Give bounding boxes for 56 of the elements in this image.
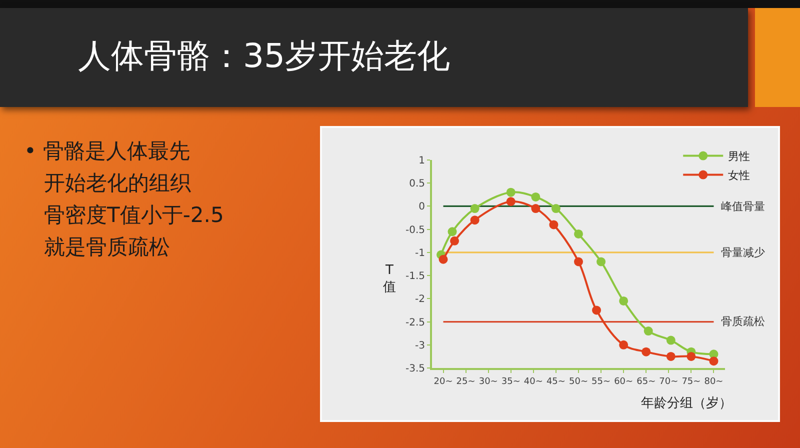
point: [470, 204, 480, 214]
point: [644, 326, 653, 336]
point: [506, 188, 516, 197]
x-tick-label: 55~: [592, 376, 611, 387]
point: [574, 229, 583, 238]
x-tick-label: 45~: [546, 376, 566, 387]
ref-line-label: 峰值骨量: [721, 200, 765, 213]
x-axis-title: 年龄分组（岁）: [641, 396, 732, 411]
y-tick-label: -3: [415, 340, 425, 352]
x-tick-label: 70~: [659, 376, 678, 387]
point: [709, 356, 718, 366]
y-tick-label: 0: [418, 202, 425, 213]
y-tick-label: 0.5: [409, 178, 425, 190]
y-tick-label: -3.5: [405, 364, 425, 374]
point: [450, 236, 460, 246]
ref-line-label: 骨质疏松: [721, 315, 765, 328]
point: [619, 296, 628, 306]
y-tick-label: -0.5: [405, 224, 425, 236]
x-tick-label: 25~: [456, 376, 476, 387]
x-tick-label: 75~: [682, 376, 701, 387]
y-tick-label: -1: [415, 248, 425, 259]
x-tick-label: 50~: [569, 376, 588, 387]
point: [506, 197, 516, 206]
point: [470, 216, 480, 225]
y-axis-title: T值: [383, 263, 396, 295]
point: [551, 204, 560, 214]
point: [448, 227, 457, 236]
point: [619, 340, 628, 350]
y-tick-label: -2: [415, 294, 425, 306]
y-tick-label: -2.5: [405, 317, 425, 328]
point: [438, 254, 448, 264]
legend-label: 女性: [728, 169, 750, 182]
text: • 骨骼是人体最先开始老化的组织: [24, 138, 192, 197]
x-tick-label: 35~: [501, 376, 520, 387]
point: [596, 257, 606, 266]
ref-line-label: 骨量减少: [721, 246, 765, 259]
x-tick-label: 60~: [614, 376, 634, 387]
x-tick-label: 40~: [524, 376, 543, 387]
x-tick-label: 80~: [704, 376, 724, 387]
x-tick-label: 30~: [478, 376, 498, 387]
point: [666, 352, 676, 361]
y-tick-label: 1: [418, 156, 425, 166]
point: [531, 204, 540, 214]
point: [666, 336, 676, 345]
point: [574, 257, 583, 266]
text: 骨密度T值小于-2.5就是骨质疏松: [44, 202, 225, 261]
point: [642, 347, 651, 356]
legend-label: 男性: [728, 150, 750, 164]
point: [549, 220, 558, 230]
chart-title: 人体骨骼：35岁开始老化: [78, 36, 450, 76]
y-tick-label: -1.5: [405, 271, 425, 282]
point: [531, 192, 540, 202]
x-tick-label: 65~: [636, 376, 656, 387]
x-tick-label: 20~: [434, 376, 453, 387]
point: [686, 352, 696, 361]
point: [592, 306, 602, 315]
